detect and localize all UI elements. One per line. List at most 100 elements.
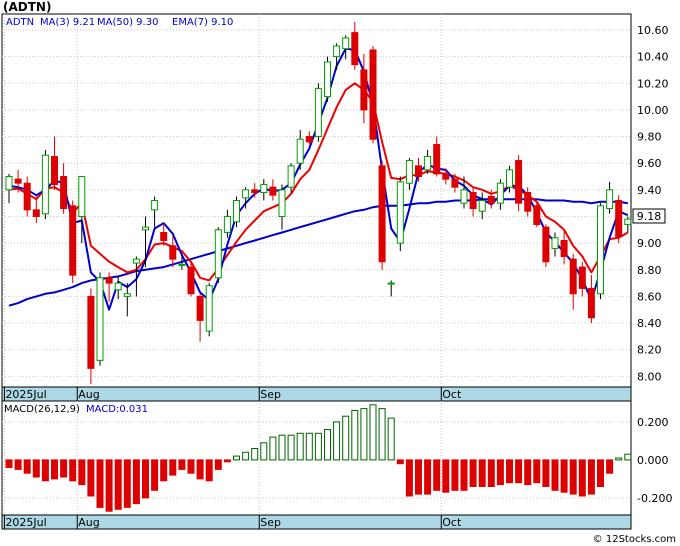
macd-bar <box>442 459 450 493</box>
candle-body <box>515 160 523 204</box>
macd-value: MACD:0.031 <box>86 404 148 415</box>
macd-x-labels: 2025Jul Aug Sep Oct <box>3 515 462 529</box>
candle <box>515 155 523 212</box>
candle <box>378 160 386 270</box>
candle-body <box>524 192 532 212</box>
price-y-tick: 10.00 <box>637 104 669 117</box>
candle-body <box>287 165 295 188</box>
macd-bar <box>524 459 532 486</box>
candle-body <box>542 226 550 263</box>
candle <box>160 223 168 246</box>
candle <box>269 179 277 201</box>
macd-y-tick: -0.200 <box>637 492 672 505</box>
macd-bar <box>369 404 377 461</box>
candle <box>114 276 122 300</box>
candle <box>324 56 331 102</box>
candle-body <box>351 32 359 66</box>
macd-bar <box>196 459 204 480</box>
candle <box>287 163 295 193</box>
macd-bar <box>360 408 368 461</box>
candle-body <box>214 229 222 279</box>
candle <box>360 53 368 124</box>
candle-body <box>415 165 422 178</box>
candle-body <box>223 215 231 233</box>
legend-ma50: MA(50) 9.30 <box>97 17 158 28</box>
price-y-tick: 8.60 <box>637 290 662 303</box>
macd-bar <box>296 432 304 461</box>
candle <box>214 227 222 284</box>
candle <box>132 256 140 297</box>
macd-bar <box>415 459 422 495</box>
candle-body <box>242 189 250 199</box>
candle <box>123 283 131 317</box>
price-y-tick: 8.00 <box>637 370 662 383</box>
macd-bar <box>451 459 459 491</box>
candle-body <box>233 200 240 223</box>
candle <box>460 176 468 209</box>
candle <box>524 187 532 217</box>
macd-bar <box>187 459 195 474</box>
candle <box>451 173 459 193</box>
macd-bar <box>460 459 468 491</box>
candle-body <box>196 295 204 321</box>
candle-body <box>324 61 331 98</box>
candle-body <box>506 169 513 188</box>
candle <box>178 256 186 270</box>
candle <box>551 232 559 257</box>
macd-bar <box>506 459 513 484</box>
candle <box>278 184 286 230</box>
last-price-label: 9.18 <box>637 210 662 223</box>
candle-body <box>305 136 313 143</box>
macd-bar <box>578 459 586 497</box>
macd-bar <box>96 459 104 508</box>
candle <box>496 179 504 210</box>
price-date-label: Sep <box>260 388 281 401</box>
macd-bar <box>132 459 140 505</box>
macd-bar <box>333 421 341 461</box>
candle <box>260 179 268 201</box>
macd-bar <box>233 455 240 461</box>
candle <box>151 196 159 228</box>
macd-bar <box>123 459 131 508</box>
candle-body <box>478 200 486 212</box>
candle <box>87 288 95 385</box>
candle-body <box>41 154 49 215</box>
macd-bar <box>69 459 77 482</box>
macd-bar <box>114 459 122 510</box>
candle-body <box>178 263 186 266</box>
macd-bar <box>105 459 113 512</box>
candle <box>533 203 541 228</box>
candle <box>433 136 441 177</box>
candle-body <box>597 205 604 295</box>
macd-bar <box>433 459 441 491</box>
macd-bar <box>169 459 177 476</box>
candle-body <box>114 282 122 291</box>
macd-bar <box>405 459 413 497</box>
macd-bar <box>87 459 95 497</box>
candle-body <box>251 189 259 194</box>
candle <box>242 187 250 209</box>
macd-bar <box>242 451 250 461</box>
candle <box>78 176 86 244</box>
candle <box>597 203 604 300</box>
macd-bar <box>542 459 550 487</box>
candle <box>569 253 577 310</box>
candle <box>51 136 58 190</box>
candle-body <box>369 49 377 140</box>
candle <box>560 229 568 265</box>
macd-bar <box>142 459 149 499</box>
candle-body <box>60 176 68 209</box>
macd-bar <box>160 459 168 482</box>
candle-body <box>132 258 140 264</box>
candle-body <box>624 218 632 225</box>
price-y-tick: 8.40 <box>637 317 662 330</box>
candle-body <box>569 258 577 295</box>
macd-bar <box>587 459 595 495</box>
candle <box>624 216 632 233</box>
macd-bar <box>151 459 159 491</box>
price-candles <box>5 21 632 385</box>
candle <box>469 187 477 217</box>
candle-body <box>5 176 13 191</box>
candle <box>296 129 304 170</box>
